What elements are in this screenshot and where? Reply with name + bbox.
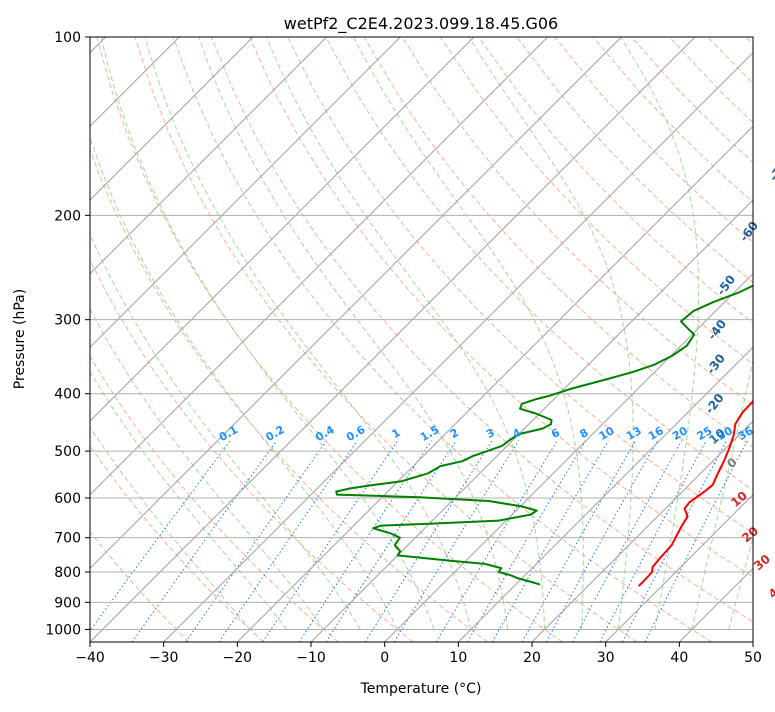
x-axis-label: Temperature (°C) (360, 681, 482, 697)
y-tick-label: 200 (54, 208, 81, 224)
x-tick-label: 50 (744, 650, 762, 666)
y-tick-label: 1000 (45, 622, 81, 638)
x-tick-label: −20 (223, 650, 253, 666)
y-axis-label: Pressure (hPa) (12, 289, 28, 389)
y-tick-label: 500 (54, 444, 81, 460)
x-tick-label: 40 (670, 650, 688, 666)
y-tick-label: 800 (54, 565, 81, 581)
y-tick-label: 100 (54, 30, 81, 46)
x-tick-label: −10 (296, 650, 326, 666)
y-tick-label: 900 (54, 595, 81, 611)
x-tick-label: 20 (523, 650, 541, 666)
y-tick-label: 300 (54, 313, 81, 329)
y-tick-label: 400 (54, 387, 81, 403)
chart-title: wetPf2_C2E4.2023.099.18.45.G06 (284, 14, 558, 34)
y-tick-label: 600 (54, 491, 81, 507)
x-tick-label: 10 (449, 650, 467, 666)
x-tick-label: 0 (380, 650, 389, 666)
x-tick-label: −40 (75, 650, 105, 666)
x-tick-label: 30 (597, 650, 615, 666)
y-tick-label: 700 (54, 531, 81, 547)
x-tick-label: −30 (149, 650, 179, 666)
